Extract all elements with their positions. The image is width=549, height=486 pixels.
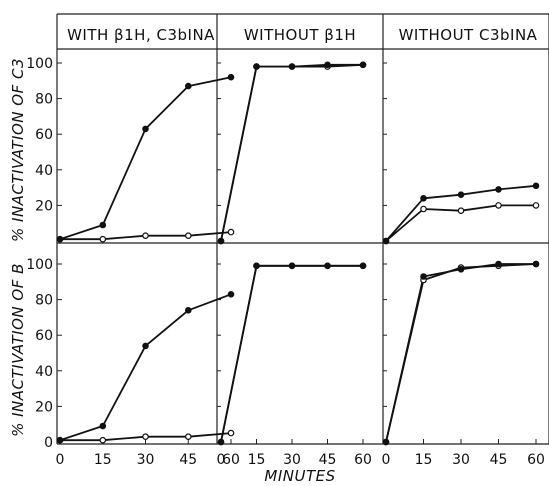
point-filled-r1c1-0 (217, 438, 225, 446)
point-filled-r1c0-4 (227, 290, 235, 298)
point-filled-r1c2-3 (495, 260, 502, 268)
point-filled-r0c2-4 (532, 182, 540, 190)
point-filled-r0c1-4 (359, 61, 367, 69)
point-open-r1c0-4 (227, 429, 235, 437)
point-filled-r0c2-3 (495, 186, 502, 193)
series-line-open-r0c1 (220, 63, 364, 242)
series-line-filled-r1c1 (220, 264, 363, 443)
point-open-r1c0-2 (142, 433, 149, 441)
point-filled-r1c0-1 (99, 422, 107, 430)
point-filled-r0c0-2 (142, 125, 149, 133)
point-open-r0c0-1 (99, 235, 107, 243)
point-filled-r0c1-3 (324, 61, 331, 69)
x-tick-label-1-3: 45 (319, 452, 337, 468)
y-tick-label-1-0: 0 (44, 435, 53, 451)
series-line-filled-r0c0 (59, 76, 232, 241)
y-axis-title-top: % INACTIVATION OF C3 (9, 58, 27, 242)
y-tick-label-0-0: 20 (35, 198, 53, 214)
x-tick-label-2-2: 30 (452, 452, 470, 468)
point-filled-r1c1-4 (359, 262, 367, 270)
x-tick-label-2-4: 60 (527, 452, 545, 468)
x-tick-label-0-2: 30 (137, 452, 155, 468)
y-tick-label-0-4: 100 (26, 56, 53, 72)
column-header-1: WITHOUT β1H (244, 26, 356, 44)
point-filled-r1c0-0 (56, 436, 64, 444)
point-filled-r0c0-4 (227, 73, 235, 81)
y-tick-label-1-2: 40 (35, 364, 53, 380)
point-filled-r1c1-1 (253, 262, 260, 270)
series-line-filled-r1c0 (59, 293, 232, 442)
x-axis-title: MINUTES (264, 467, 335, 485)
point-filled-r0c2-1 (420, 195, 427, 202)
point-filled-r0c0-3 (185, 82, 192, 90)
x-tick-label-2-0: 0 (382, 452, 391, 468)
x-tick-label-1-4: 60 (354, 452, 372, 468)
point-filled-r0c2-0 (382, 237, 390, 245)
point-open-r0c2-2 (457, 207, 465, 215)
panel-frames (56, 13, 549, 445)
point-filled-r1c0-2 (142, 342, 149, 350)
point-open-r0c2-1 (420, 205, 427, 213)
point-filled-r0c1-2 (288, 63, 296, 70)
x-tick-label-0-4: 60 (222, 452, 240, 468)
x-tick-label-2-3: 45 (490, 452, 508, 468)
point-open-r0c0-4 (227, 228, 235, 236)
y-tick-label-1-3: 60 (35, 328, 53, 344)
x-tick-label-0-3: 45 (179, 452, 197, 468)
y-tick-label-1-1: 20 (35, 399, 53, 415)
column-header-2: WITHOUT C3bINA (399, 26, 538, 44)
point-open-r0c0-2 (142, 232, 149, 240)
series-line-open-r1c1 (220, 264, 363, 443)
point-filled-r0c1-1 (253, 63, 260, 70)
point-filled-r0c1-0 (217, 237, 225, 245)
point-filled-r1c2-4 (532, 260, 540, 268)
y-axis-title-bottom: % INACTIVATION OF B (9, 263, 27, 437)
column-header-0: WITH β1H, C3bINA (67, 26, 215, 44)
y-tick-label-0-2: 60 (35, 127, 53, 143)
point-open-r1c0-3 (185, 433, 192, 441)
y-tick-label-0-3: 80 (35, 92, 53, 108)
column-headers: WITH β1H, C3bINA WITHOUT β1H WITHOUT C3b… (67, 26, 538, 44)
point-filled-r0c0-0 (56, 235, 64, 243)
x-tick-label-2-1: 15 (415, 452, 433, 468)
data-series (56, 61, 540, 446)
y-tick-label-0-1: 40 (35, 163, 53, 179)
point-open-r1c0-1 (99, 436, 107, 444)
x-tick-label-0-0: 0 (56, 452, 65, 468)
point-filled-r1c1-3 (324, 262, 331, 270)
point-filled-r1c2-1 (420, 273, 427, 280)
x-tick-label-1-1: 15 (248, 452, 266, 468)
y-tick-label-1-5: 100 (26, 257, 53, 273)
point-filled-r0c2-2 (457, 191, 465, 199)
x-tick-label-1-2: 30 (283, 452, 301, 468)
point-filled-r1c2-2 (457, 265, 465, 273)
point-filled-r1c1-2 (288, 262, 296, 270)
series-line-filled-r1c2 (385, 263, 536, 443)
point-filled-r1c0-3 (185, 306, 192, 314)
y-tick-label-1-4: 80 (35, 293, 53, 309)
series-line-filled-r0c1 (220, 63, 363, 242)
point-filled-r0c0-1 (99, 221, 107, 229)
series-line-open-r1c2 (385, 263, 537, 443)
x-tick-label-1-0: 0 (217, 452, 226, 468)
x-tick-label-0-1: 15 (94, 452, 112, 468)
point-open-r0c2-4 (532, 202, 540, 209)
point-open-r0c2-3 (495, 202, 502, 209)
point-open-r0c0-3 (185, 232, 192, 240)
point-filled-r1c2-0 (382, 438, 390, 446)
